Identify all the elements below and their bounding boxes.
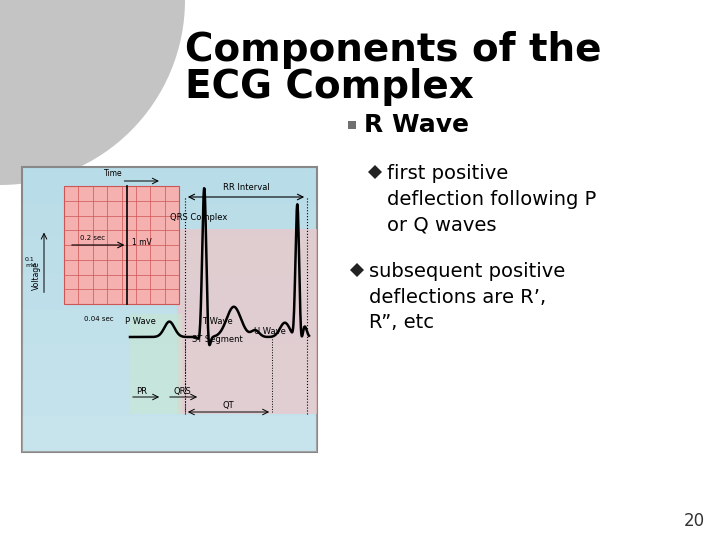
Bar	[22, 202, 317, 238]
Text: first positive
deflection following P
or Q waves: first positive deflection following P or…	[387, 164, 596, 234]
FancyBboxPatch shape	[22, 167, 317, 452]
Text: QT: QT	[222, 401, 234, 410]
Text: U Wave: U Wave	[254, 327, 286, 336]
Text: R Wave: R Wave	[364, 113, 469, 137]
Polygon shape	[368, 165, 382, 179]
Bar	[22, 416, 317, 452]
Bar	[177, 229, 317, 414]
Text: 1 mV: 1 mV	[132, 238, 152, 247]
Text: ECG Complex: ECG Complex	[185, 68, 474, 106]
Text: 0.2 sec: 0.2 sec	[80, 235, 105, 241]
Bar	[64, 186, 179, 304]
Bar	[22, 167, 317, 202]
Text: subsequent positive
deflections are R’,
R”, etc: subsequent positive deflections are R’, …	[369, 262, 565, 333]
Text: 0.04 sec: 0.04 sec	[84, 316, 113, 322]
Text: T Wave: T Wave	[202, 318, 233, 327]
Bar	[22, 309, 317, 345]
Bar	[22, 238, 317, 274]
Wedge shape	[0, 0, 185, 185]
Text: ST Segment: ST Segment	[192, 335, 243, 345]
Text: PR: PR	[137, 387, 148, 396]
Bar	[22, 381, 317, 416]
Text: QRS Complex: QRS Complex	[170, 213, 228, 221]
Bar	[348, 121, 356, 129]
Text: QRS: QRS	[173, 387, 191, 396]
Bar	[22, 345, 317, 381]
Text: 0.1
mV: 0.1 mV	[25, 257, 35, 268]
Text: Components of the: Components of the	[185, 31, 601, 69]
Text: RR Interval: RR Interval	[222, 183, 269, 192]
Polygon shape	[350, 263, 364, 277]
Bar	[130, 314, 182, 414]
Text: P Wave: P Wave	[125, 318, 156, 327]
Bar	[22, 274, 317, 309]
Text: Voltage: Voltage	[32, 261, 40, 290]
Text: 20: 20	[684, 512, 705, 530]
Text: Time: Time	[104, 169, 123, 178]
